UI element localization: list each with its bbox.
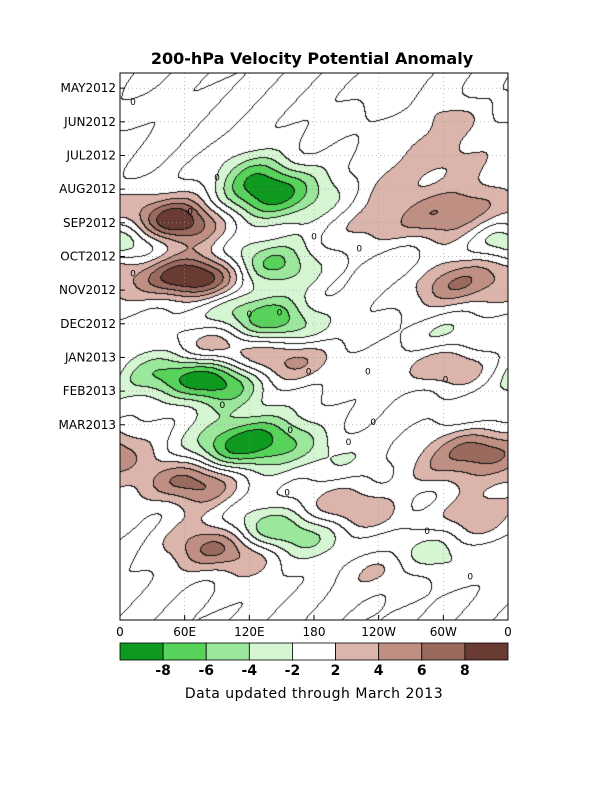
colorbar-swatch bbox=[378, 642, 423, 661]
x-tick-label: 180 bbox=[303, 625, 326, 639]
zero-contour-label: 0 bbox=[346, 438, 352, 448]
colorbar-swatch bbox=[335, 642, 380, 661]
colorbar-label: 4 bbox=[374, 663, 384, 679]
x-axis: 0 60E 120E 180 120W 60W 0 bbox=[116, 615, 512, 639]
x-tick-label: 0 bbox=[116, 625, 124, 639]
data-update-note: Data updated through March 2013 bbox=[185, 686, 443, 702]
y-tick-label: AUG2012 bbox=[59, 182, 116, 196]
colorbar-label: 8 bbox=[460, 663, 470, 679]
y-tick-label: FEB2013 bbox=[63, 384, 116, 398]
colorbar-swatch bbox=[119, 642, 164, 661]
y-tick-label: JAN2013 bbox=[64, 350, 116, 364]
zero-contour-label: 0 bbox=[130, 98, 136, 108]
zero-contour-label: 0 bbox=[424, 527, 430, 537]
x-tick-label: 120E bbox=[234, 625, 265, 639]
x-tick-label: 60W bbox=[430, 625, 457, 639]
y-tick-label: MAR2013 bbox=[59, 418, 116, 432]
zero-contour-label: 0 bbox=[246, 310, 252, 320]
zero-contour-label: 0 bbox=[130, 270, 136, 280]
zero-contour-label: 0 bbox=[356, 244, 362, 254]
zero-contour-label: 0 bbox=[365, 367, 371, 377]
zero-contour-label: 0 bbox=[306, 367, 312, 377]
zero-contour-label: 0 bbox=[277, 308, 283, 318]
y-tick-label: DEC2012 bbox=[60, 317, 116, 331]
y-tick-label: SEP2012 bbox=[63, 216, 116, 230]
colorbar-swatch bbox=[248, 642, 293, 661]
chart-title: 200-hPa Velocity Potential Anomaly bbox=[151, 49, 474, 68]
x-tick-label: 60E bbox=[173, 625, 196, 639]
gridlines bbox=[120, 73, 508, 620]
x-tick-label: 0 bbox=[504, 625, 512, 639]
zero-contour-label: 0 bbox=[443, 376, 449, 386]
colorbar-label: -8 bbox=[155, 663, 171, 679]
colorbar-label: -4 bbox=[242, 663, 258, 679]
colorbar-label: -6 bbox=[198, 663, 214, 679]
anomaly-field bbox=[120, 73, 508, 620]
y-tick-label: OCT2012 bbox=[60, 249, 116, 263]
zero-contour-label: 0 bbox=[467, 573, 473, 583]
x-tick-label: 120W bbox=[361, 625, 396, 639]
y-tick-label: MAY2012 bbox=[61, 81, 117, 95]
y-axis: MAY2012 JUN2012 JUL2012 AUG2012 SEP2012 OCT20… bbox=[59, 81, 125, 432]
colorbar: -8 -6 -4 -2 2 4 6 8 bbox=[119, 642, 509, 679]
zero-contour-label: 0 bbox=[220, 401, 226, 411]
colorbar-swatch bbox=[162, 642, 207, 661]
zero-contour-label: 0 bbox=[214, 174, 220, 184]
zero-contour-label: 0 bbox=[187, 207, 193, 217]
y-tick-label: JUL2012 bbox=[65, 148, 116, 162]
zero-contour-label: 0 bbox=[284, 488, 290, 498]
colorbar-swatch bbox=[421, 642, 466, 661]
colorbar-swatch bbox=[205, 642, 250, 661]
zero-contour-label: 0 bbox=[287, 426, 293, 436]
colorbar-label: -2 bbox=[285, 663, 301, 679]
colorbar-label: 6 bbox=[417, 663, 427, 679]
colorbar-label: 2 bbox=[331, 663, 341, 679]
y-tick-label: JUN2012 bbox=[63, 115, 116, 129]
colorbar-swatch bbox=[464, 642, 509, 661]
y-tick-label: NOV2012 bbox=[59, 283, 116, 297]
zero-contour-label: 0 bbox=[370, 418, 376, 428]
colorbar-swatch bbox=[292, 642, 336, 661]
